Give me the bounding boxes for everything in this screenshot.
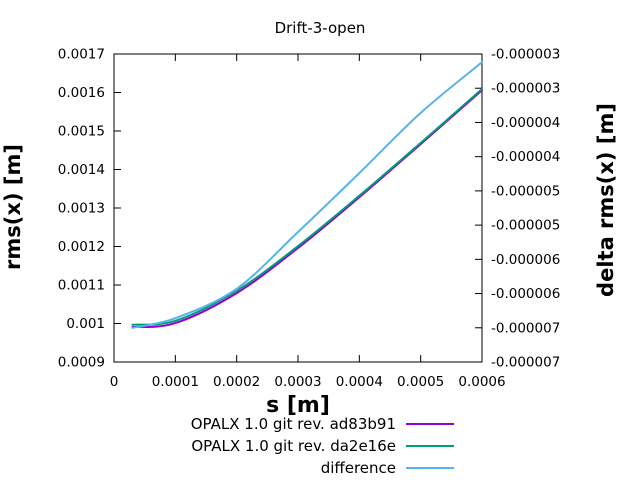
- series-line-2: [131, 88, 483, 326]
- legend-label-series-1: OPALX 1.0 git rev. ad83b91: [190, 415, 396, 433]
- x-tick-label: 0.0006: [458, 374, 505, 390]
- series-line-1: [131, 89, 483, 328]
- x-tick-label: 0.0001: [152, 374, 199, 390]
- y-tick-label: 0.0013: [58, 201, 105, 217]
- y2-tick-label: -0.000005: [491, 183, 560, 199]
- y2-tick-label: -0.000003: [491, 81, 560, 97]
- plot-border: [113, 53, 483, 363]
- legend-line-sample-2: [406, 445, 454, 447]
- y2-tick-label: -0.000005: [491, 218, 560, 234]
- x-tick-label: 0: [110, 374, 119, 390]
- y-tick-label: 0.0015: [58, 124, 105, 140]
- legend-line-sample-1: [406, 423, 454, 425]
- y2-tick-label: -0.000006: [491, 252, 560, 268]
- series-line-3: [131, 61, 483, 329]
- legend-row: OPALX 1.0 git rev. da2e16e: [150, 435, 455, 457]
- y-tick-label: 0.001: [66, 316, 105, 332]
- y-axis-label: rms(x) [m]: [1, 144, 25, 270]
- legend-line-sample-3: [406, 467, 454, 469]
- x-tick-label: 0.0005: [397, 374, 444, 390]
- legend-row: difference: [150, 457, 455, 479]
- y2-tick-label: -0.000003: [491, 47, 560, 63]
- x-tick-label: 0.0003: [274, 374, 321, 390]
- legend: OPALX 1.0 git rev. ad83b91 OPALX 1.0 git…: [150, 413, 455, 479]
- y2-tick-label: -0.000007: [491, 320, 560, 336]
- legend-row: OPALX 1.0 git rev. ad83b91: [150, 413, 455, 435]
- y2-axis-label: delta rms(x) [m]: [594, 103, 618, 297]
- legend-label-series-3: difference: [320, 459, 396, 477]
- x-axis-label: s [m]: [266, 393, 330, 418]
- y-tick-label: 0.0016: [58, 85, 105, 101]
- y-tick-label: 0.0009: [58, 355, 105, 371]
- y2-tick-label: -0.000004: [491, 149, 560, 165]
- y2-tick-label: -0.000006: [491, 286, 560, 302]
- x-tick-label: 0.0002: [213, 374, 260, 390]
- y-tick-label: 0.0012: [58, 239, 105, 255]
- y-tick-label: 0.0011: [58, 278, 105, 294]
- chart-title: Drift-3-open: [274, 19, 366, 37]
- y2-tick-label: -0.000004: [491, 115, 560, 131]
- y2-tick-label: -0.000007: [491, 355, 560, 371]
- y-tick-label: 0.0014: [58, 162, 105, 178]
- y-tick-label: 0.0017: [58, 47, 105, 63]
- legend-label-series-2: OPALX 1.0 git rev. da2e16e: [191, 437, 396, 455]
- x-tick-label: 0.0004: [336, 374, 383, 390]
